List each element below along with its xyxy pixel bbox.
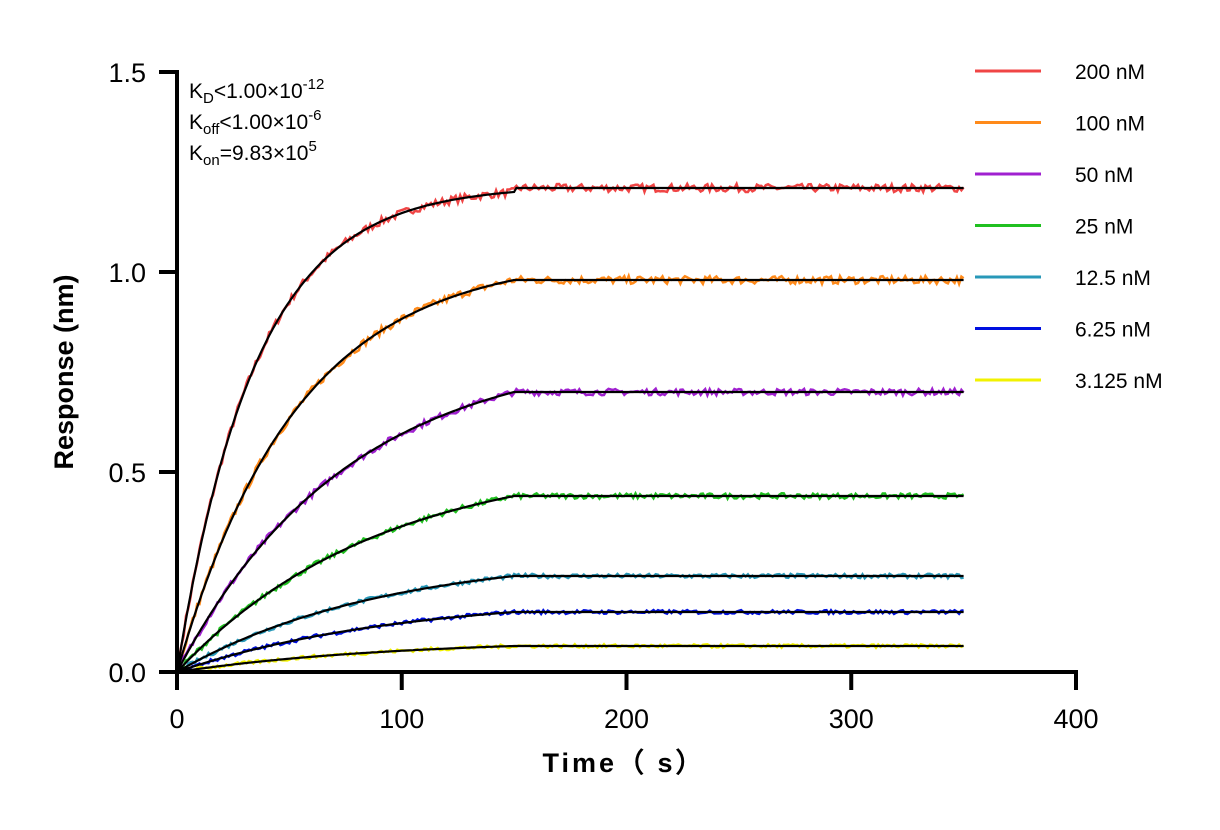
x-tick-label: 300 [829, 704, 874, 734]
legend-label: 6.25 nM [1075, 319, 1151, 342]
series-line-200nm [175, 180, 965, 673]
x-tick-label: 200 [604, 704, 649, 734]
fit-line-200nm [175, 186, 964, 673]
fit-line-25nm [176, 494, 964, 673]
y-tick-label: 0.5 [108, 458, 146, 488]
legend: 200 nM 100 nM 50 nM 25 nM 12.5 nM 6.25 nM 3.12… [975, 61, 1163, 393]
kinetic-constant-label: Kon=9.83×105 [189, 138, 317, 169]
axes [175, 70, 1078, 674]
x-tick-label: 100 [379, 704, 424, 734]
y-tick-label: 1.5 [108, 58, 146, 88]
kinetic-constant-label: KD<1.00×10-12 [189, 76, 324, 107]
legend-label: 50 nM [1075, 164, 1133, 187]
y-tick-label: 1.0 [108, 258, 146, 288]
legend-label: 200 nM [1075, 61, 1145, 84]
x-tick-label: 0 [169, 704, 184, 734]
x-tick-label: 400 [1053, 704, 1098, 734]
legend-label: 3.125 nM [1075, 370, 1163, 393]
fit-line-3.125nm [176, 644, 964, 674]
y-tick-label: 0.0 [108, 658, 146, 688]
series-line-50nm [175, 385, 965, 673]
fit-line-12.5nm [176, 574, 964, 673]
fit-line-6.25nm [176, 610, 964, 674]
fit-line-100nm [175, 278, 964, 673]
x-axis-title: Time（ s） [542, 748, 705, 778]
legend-label: 100 nM [1075, 113, 1145, 136]
y-axis-title: Response (nm) [49, 274, 79, 469]
ticks: 0 100 200 300 400 0.0 0.5 1.0 1.5 [108, 58, 1098, 734]
kinetic-constant-label: Koff<1.00×10-6 [189, 107, 322, 138]
legend-label: 12.5 nM [1075, 267, 1151, 290]
plot-area [175, 180, 965, 674]
fit-line-50nm [176, 390, 964, 673]
legend-label: 25 nM [1075, 216, 1133, 239]
